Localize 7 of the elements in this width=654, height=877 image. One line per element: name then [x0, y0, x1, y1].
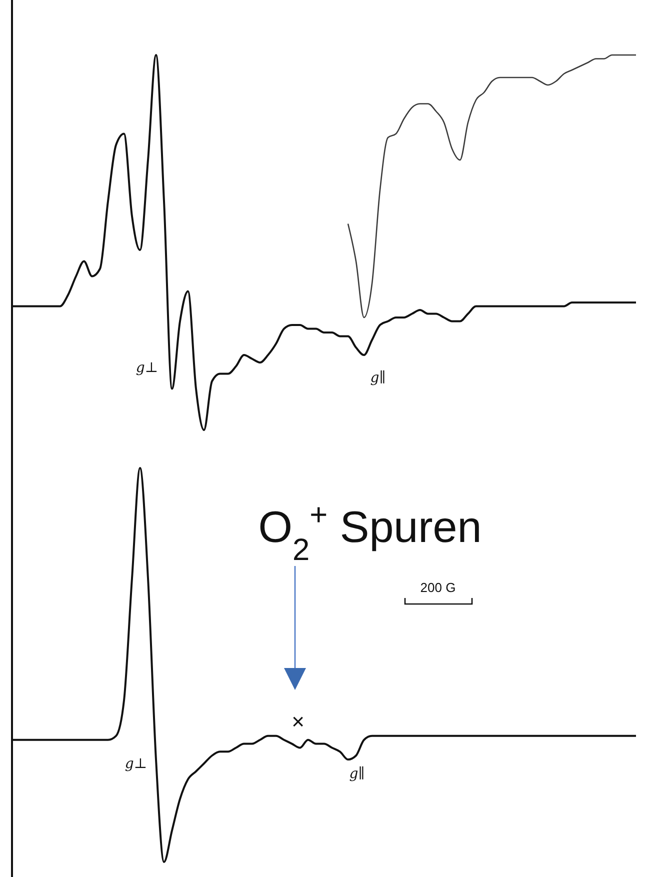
- annotation: g⊥: [124, 756, 148, 772]
- annotation: O$_{2}$$^{+}$ Spuren: [258, 496, 482, 566]
- annotation: ×: [292, 709, 304, 734]
- annotation: g⊥: [136, 360, 158, 376]
- annotation: g∥: [349, 766, 365, 782]
- annotation: 200 G: [420, 580, 456, 595]
- annotation: g∥: [370, 370, 386, 386]
